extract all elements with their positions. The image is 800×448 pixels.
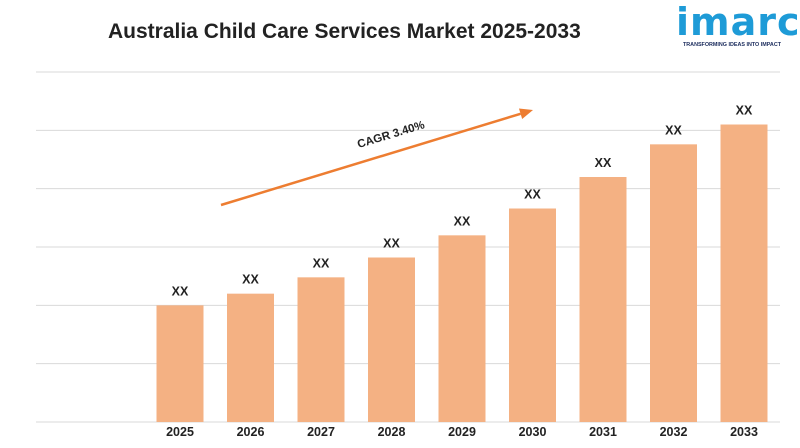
x-tick-2028: 2028 bbox=[378, 425, 406, 439]
bar-2028 bbox=[368, 257, 415, 422]
bar-2032 bbox=[650, 144, 697, 423]
x-tick-2032: 2032 bbox=[660, 425, 688, 439]
cagr-arrow-group: CAGR 3.40% bbox=[220, 108, 533, 207]
bars bbox=[156, 124, 768, 423]
x-tick-2027: 2027 bbox=[307, 425, 335, 439]
chart-title: Australia Child Care Services Market 202… bbox=[108, 20, 581, 43]
bar-2033 bbox=[720, 124, 768, 422]
bar-2025 bbox=[156, 305, 204, 422]
x-tick-2030: 2030 bbox=[519, 425, 547, 439]
bar-2029 bbox=[438, 235, 486, 422]
x-tick-2031: 2031 bbox=[589, 425, 617, 439]
data-label-2027: XX bbox=[313, 256, 330, 270]
imarc-logo: imarc TRANSFORMING IDEAS INTO IMPACT bbox=[676, 0, 800, 52]
data-label-2032: XX bbox=[665, 123, 682, 137]
data-label-2033: XX bbox=[736, 104, 753, 118]
bar-2030 bbox=[509, 208, 556, 422]
logo-tagline: TRANSFORMING IDEAS INTO IMPACT bbox=[682, 42, 782, 48]
x-tick-2029: 2029 bbox=[448, 425, 476, 439]
bar-2031 bbox=[579, 177, 627, 422]
cagr-arrow bbox=[220, 112, 521, 207]
x-tick-2033: 2033 bbox=[730, 425, 758, 439]
bar-2027 bbox=[297, 277, 345, 422]
bar-2026 bbox=[227, 293, 274, 422]
data-label-2029: XX bbox=[454, 214, 471, 228]
data-label-2030: XX bbox=[524, 188, 541, 202]
x-tick-2025: 2025 bbox=[166, 425, 194, 439]
cagr-arrow-head bbox=[518, 108, 533, 120]
x-tick-labels: 2025 2026 2027 2028 2029 2030 2031 2032 2033 bbox=[166, 425, 758, 439]
logo-wordmark: imarc bbox=[676, 0, 800, 44]
data-label-2028: XX bbox=[383, 237, 400, 251]
data-label-2025: XX bbox=[172, 284, 189, 298]
data-label-2031: XX bbox=[595, 156, 612, 170]
data-labels: XX XX XX XX XX XX XX XX XX bbox=[172, 104, 753, 299]
data-label-2026: XX bbox=[242, 273, 259, 287]
x-tick-2026: 2026 bbox=[237, 425, 265, 439]
